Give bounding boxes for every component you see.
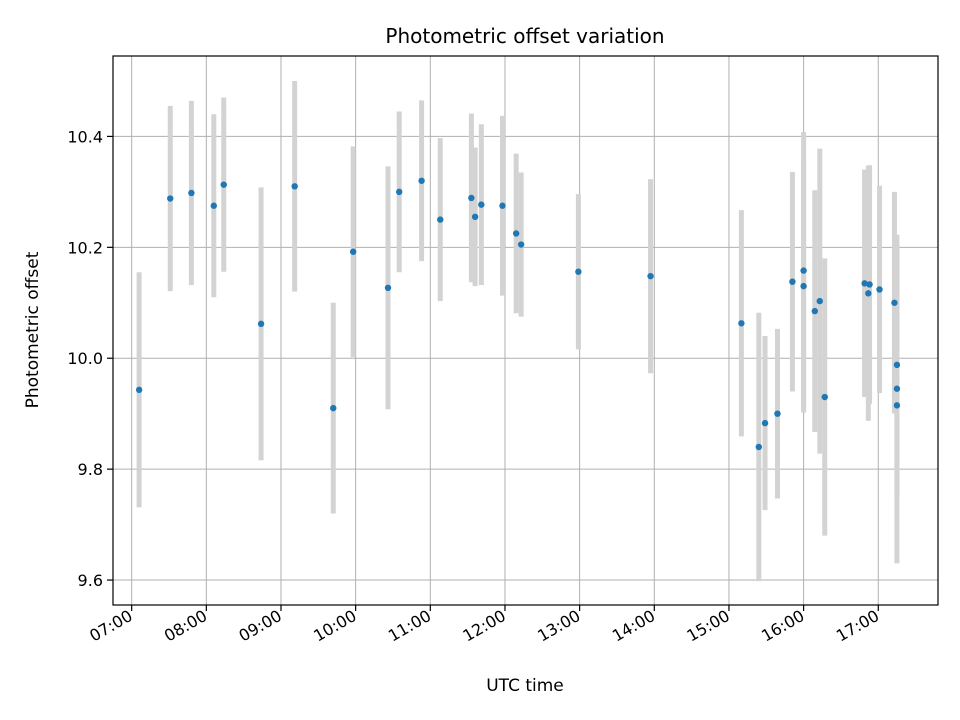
y-tick-label: 9.8	[78, 460, 103, 479]
data-point	[755, 443, 763, 451]
data-point	[893, 361, 901, 369]
data-point	[876, 286, 883, 293]
data-point	[468, 194, 475, 202]
data-point	[471, 213, 479, 221]
y-tick-label: 10.0	[67, 349, 103, 368]
data-point	[761, 419, 769, 427]
data-point	[821, 393, 828, 401]
data-point	[167, 195, 174, 202]
data-point	[135, 386, 143, 394]
data-point	[512, 230, 520, 237]
data-point	[478, 201, 485, 208]
y-axis-title: Photometric offset	[23, 251, 43, 408]
data-point	[291, 183, 298, 190]
data-point	[893, 385, 901, 392]
data-point	[384, 284, 392, 291]
data-points	[135, 177, 901, 451]
data-point	[800, 282, 807, 290]
data-point	[418, 177, 425, 184]
y-tick-label: 10.2	[67, 238, 103, 257]
data-point	[816, 297, 823, 305]
data-point	[395, 188, 403, 196]
data-point	[774, 410, 781, 417]
data-point	[437, 216, 444, 223]
data-point	[499, 202, 506, 209]
data-point	[188, 189, 195, 197]
data-point	[575, 268, 582, 275]
data-point	[647, 272, 654, 280]
data-point	[866, 281, 873, 288]
data-point	[891, 299, 898, 306]
chart-title: Photometric offset variation	[385, 24, 664, 48]
data-point	[893, 402, 901, 409]
data-point	[800, 267, 807, 274]
data-point	[517, 241, 525, 248]
data-point	[811, 307, 819, 315]
y-tick-label: 9.6	[78, 571, 103, 590]
y-tick-label: 10.4	[67, 127, 103, 146]
data-point	[861, 280, 868, 287]
data-point	[257, 320, 265, 328]
data-point	[865, 290, 872, 297]
plot-frame	[112, 55, 939, 606]
data-point	[738, 320, 745, 327]
data-point	[330, 404, 337, 412]
data-point	[210, 202, 217, 209]
data-point	[220, 181, 227, 188]
y-axis-ticks: 9.6 9.8 10.0 10.2 10.4	[67, 127, 113, 590]
x-axis-title: UTC time	[486, 676, 564, 696]
data-point	[789, 278, 796, 285]
data-point	[349, 248, 357, 255]
